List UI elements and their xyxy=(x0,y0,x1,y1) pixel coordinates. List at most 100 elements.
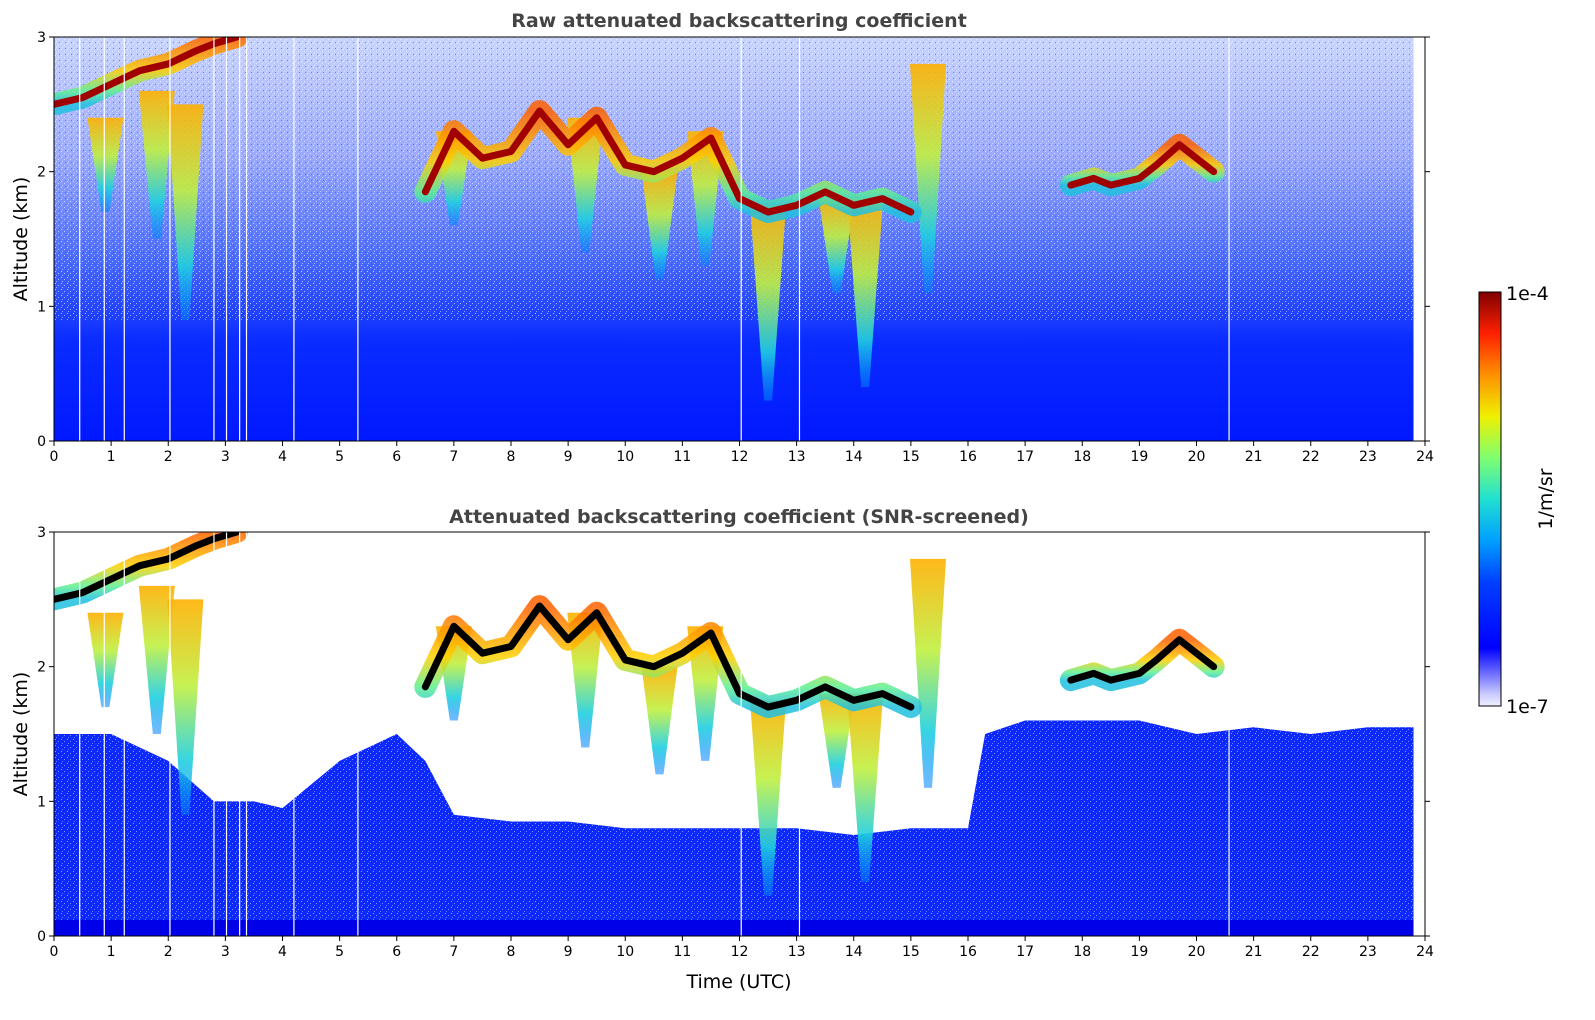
y-tick-label: 2 xyxy=(37,660,46,676)
cloud-base-layer xyxy=(54,37,241,108)
x-tick-label: 9 xyxy=(564,944,573,960)
panel-raw-y-axis: 0 1 2 3 xyxy=(37,30,1430,450)
fallstreak xyxy=(87,117,124,213)
x-tick-label: 15 xyxy=(902,449,920,465)
fallstreak xyxy=(167,599,204,815)
panel-screened-xlabel: Time (UTC) xyxy=(685,971,791,993)
panel-screened-y-axis: 0 1 2 3 xyxy=(37,525,1430,945)
x-tick-label: 0 xyxy=(50,449,59,465)
cloud-base-layer xyxy=(1067,636,1218,684)
y-tick-label: 2 xyxy=(37,165,46,181)
colorbar-min-label: 1e-7 xyxy=(1506,696,1549,718)
x-tick-label: 24 xyxy=(1416,944,1434,960)
x-tick-label: 8 xyxy=(507,944,516,960)
fallstreak xyxy=(910,63,947,293)
x-tick-label: 4 xyxy=(278,449,287,465)
y-tick-label: 3 xyxy=(37,30,46,46)
cloud-base-layer xyxy=(54,532,241,603)
x-tick-label: 16 xyxy=(959,944,977,960)
panel-screened-heatmap xyxy=(54,532,1425,936)
x-tick-label: 24 xyxy=(1416,449,1434,465)
x-tick-label: 21 xyxy=(1245,944,1263,960)
x-tick-label: 23 xyxy=(1359,449,1377,465)
panel-raw-ylabel: Altitude (km) xyxy=(10,177,32,302)
fallstreak xyxy=(818,198,855,293)
panel-raw-heatmap xyxy=(54,37,1425,441)
boundary-layer-texture xyxy=(54,720,1414,936)
x-tick-label: 13 xyxy=(788,449,806,465)
fallstreak xyxy=(910,558,947,788)
x-tick-label: 5 xyxy=(335,449,344,465)
y-tick-label: 1 xyxy=(37,794,46,810)
x-tick-label: 5 xyxy=(335,944,344,960)
panel-raw-title: Raw attenuated backscattering coefficien… xyxy=(511,10,967,32)
x-tick-label: 18 xyxy=(1073,449,1091,465)
fallstreak xyxy=(641,171,678,280)
x-tick-label: 10 xyxy=(616,944,634,960)
x-tick-label: 10 xyxy=(616,449,634,465)
x-tick-label: 3 xyxy=(221,944,230,960)
x-tick-label: 1 xyxy=(107,449,116,465)
fallstreak xyxy=(847,693,884,883)
x-tick-label: 13 xyxy=(788,944,806,960)
x-tick-label: 0 xyxy=(50,944,59,960)
cloud-base-layer xyxy=(421,602,915,711)
x-tick-label: 7 xyxy=(449,944,458,960)
y-tick-label: 0 xyxy=(37,929,46,945)
x-tick-label: 11 xyxy=(673,944,691,960)
x-tick-label: 19 xyxy=(1130,449,1148,465)
y-tick-label: 1 xyxy=(37,299,46,315)
fallstreak xyxy=(750,205,787,401)
panel-raw-x-axis: 0 1 2 3 4 5 6 7 8 9 10 11 12 13 14 15 16 17 18 19 20 21 22 23 24 xyxy=(50,441,1434,465)
no-data-region xyxy=(1413,37,1425,441)
x-tick-label: 2 xyxy=(164,449,173,465)
x-tick-label: 7 xyxy=(449,449,458,465)
x-tick-label: 21 xyxy=(1245,449,1263,465)
y-tick-label: 0 xyxy=(37,434,46,450)
cloud-base-layer xyxy=(421,107,915,216)
fallstreak xyxy=(847,198,884,388)
x-tick-label: 20 xyxy=(1188,449,1206,465)
fallstreak xyxy=(87,612,124,708)
no-data-region xyxy=(1413,532,1425,936)
x-tick-label: 6 xyxy=(392,944,401,960)
x-tick-label: 20 xyxy=(1188,944,1206,960)
fallstreak xyxy=(641,666,678,775)
panel-raw: Raw attenuated backscattering coefficien… xyxy=(10,10,1434,465)
x-tick-label: 22 xyxy=(1302,449,1320,465)
panel-screened: Attenuated backscattering coefficient (S… xyxy=(10,506,1434,993)
colorbar-max-label: 1e-4 xyxy=(1506,283,1549,305)
x-tick-label: 2 xyxy=(164,944,173,960)
x-tick-label: 15 xyxy=(902,944,920,960)
x-tick-label: 1 xyxy=(107,944,116,960)
fallstreak xyxy=(818,693,855,788)
x-tick-label: 12 xyxy=(731,944,749,960)
x-tick-label: 6 xyxy=(392,449,401,465)
x-tick-label: 17 xyxy=(1016,449,1034,465)
x-tick-label: 18 xyxy=(1073,944,1091,960)
surface-band xyxy=(54,919,1414,936)
fallstreak xyxy=(167,104,204,320)
panel-screened-title: Attenuated backscattering coefficient (S… xyxy=(449,506,1029,528)
colorbar-gradient xyxy=(1478,291,1502,707)
x-tick-label: 8 xyxy=(507,449,516,465)
panel-screened-x-axis: 0 1 2 3 4 5 6 7 8 9 10 11 12 13 14 15 16 17 18 19 20 21 22 23 24 xyxy=(50,936,1434,960)
x-tick-label: 12 xyxy=(731,449,749,465)
x-tick-label: 16 xyxy=(959,449,977,465)
panel-screened-ylabel: Altitude (km) xyxy=(10,672,32,797)
x-tick-label: 14 xyxy=(845,944,863,960)
colorbar: 1e-4 1e-7 1/m/sr xyxy=(1478,283,1557,718)
fallstreak xyxy=(750,700,787,896)
x-tick-label: 3 xyxy=(221,449,230,465)
y-tick-label: 3 xyxy=(37,525,46,541)
fallstreak xyxy=(138,585,175,734)
x-tick-label: 22 xyxy=(1302,944,1320,960)
x-tick-label: 14 xyxy=(845,449,863,465)
x-tick-label: 4 xyxy=(278,944,287,960)
colorbar-unit-label: 1/m/sr xyxy=(1535,468,1557,529)
cloud-base-layer xyxy=(1067,141,1218,189)
x-tick-label: 19 xyxy=(1130,944,1148,960)
x-tick-label: 17 xyxy=(1016,944,1034,960)
x-tick-label: 9 xyxy=(564,449,573,465)
